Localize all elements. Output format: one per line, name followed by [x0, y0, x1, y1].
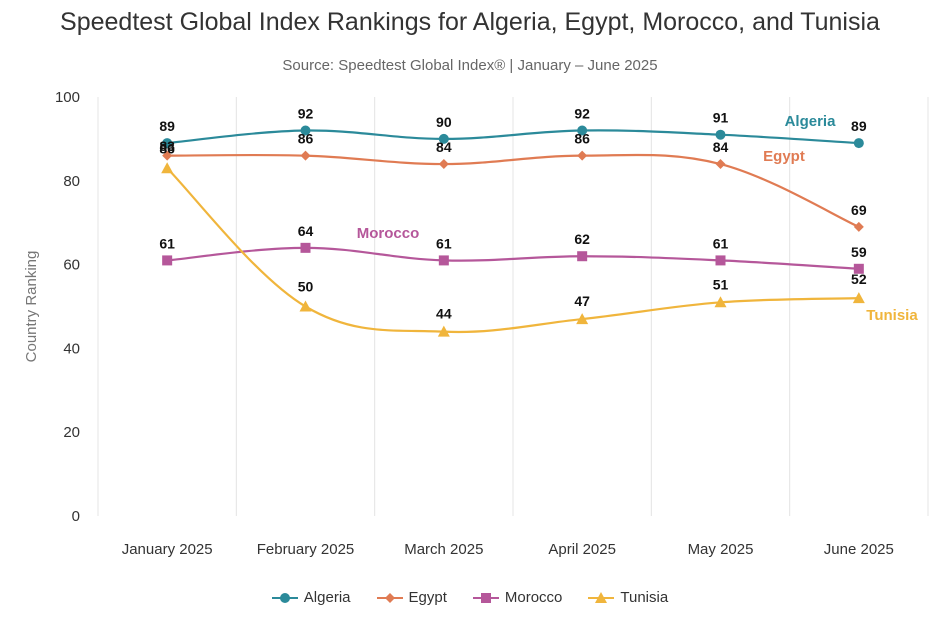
data-label-morocco: 61 [713, 235, 729, 251]
series-line-morocco [167, 246, 859, 270]
y-tick-label: 20 [63, 424, 80, 441]
data-point-egypt [715, 159, 726, 170]
data-label-morocco: 62 [574, 231, 590, 247]
data-label-egypt: 69 [851, 202, 867, 218]
data-point-algeria [853, 138, 864, 149]
data-label-morocco: 64 [298, 223, 314, 239]
data-point-algeria [438, 133, 449, 144]
y-tick-label: 80 [63, 173, 80, 190]
x-tick-label: May 2025 [688, 541, 754, 558]
data-label-algeria: 91 [713, 110, 729, 126]
data-point-algeria [577, 125, 588, 136]
data-label-egypt: 84 [713, 139, 729, 155]
data-point-morocco [715, 255, 726, 266]
data-label-algeria: 89 [851, 118, 867, 134]
data-label-morocco: 61 [159, 235, 175, 251]
legend-item-morocco[interactable]: Morocco [472, 589, 563, 606]
x-tick-label: April 2025 [548, 541, 616, 558]
data-point-egypt [162, 150, 173, 161]
data-label-tunisia: 44 [436, 306, 452, 322]
data-point-algeria [300, 125, 311, 136]
data-label-egypt: 86 [159, 141, 175, 157]
data-point-morocco [577, 251, 588, 262]
y-tick-label: 60 [63, 257, 80, 274]
data-point-algeria [162, 138, 173, 149]
y-tick-label: 40 [63, 340, 80, 357]
data-point-egypt [438, 159, 449, 170]
legend-item-tunisia[interactable]: Tunisia [588, 589, 668, 606]
series-annotation-egypt: Egypt [763, 148, 805, 165]
legend-item-egypt[interactable]: Egypt [376, 589, 447, 606]
data-point-tunisia [852, 292, 865, 304]
data-point-tunisia [714, 296, 727, 308]
data-label-algeria: 92 [298, 106, 314, 122]
legend-label: Algeria [303, 589, 351, 606]
x-tick-label: June 2025 [824, 541, 894, 558]
series-annotation-morocco: Morocco [357, 225, 420, 242]
data-point-tunisia [576, 313, 589, 325]
x-tick-label: January 2025 [122, 541, 213, 558]
data-label-tunisia: 50 [298, 279, 314, 295]
data-point-morocco [162, 255, 173, 266]
data-label-algeria: 90 [436, 114, 452, 130]
series-line-tunisia [166, 167, 859, 334]
legend-label: Egypt [408, 589, 447, 606]
data-point-tunisia [437, 325, 450, 337]
data-label-tunisia: 51 [713, 276, 729, 292]
data-point-morocco [438, 255, 449, 266]
legend-item-algeria[interactable]: Algeria [271, 589, 351, 606]
series-line-egypt [167, 153, 860, 228]
data-label-egypt: 84 [436, 139, 452, 155]
data-point-egypt [853, 221, 864, 232]
data-point-tunisia [161, 162, 174, 174]
x-tick-label: March 2025 [404, 541, 483, 558]
legend-marker-icon [472, 592, 499, 603]
data-point-egypt [300, 150, 311, 161]
data-point-morocco [853, 263, 864, 274]
series-annotation-tunisia: Tunisia [866, 307, 918, 324]
data-point-morocco [300, 242, 311, 253]
y-tick-label: 100 [55, 89, 80, 106]
data-point-algeria [715, 129, 726, 140]
data-point-tunisia [299, 300, 312, 312]
x-tick-label: February 2025 [257, 541, 355, 558]
series-line-algeria [167, 129, 859, 145]
chart-subtitle: Source: Speedtest Global Index® | Januar… [282, 57, 658, 74]
data-label-algeria: 92 [574, 106, 590, 122]
data-label-egypt: 86 [574, 131, 590, 147]
data-label-algeria: 89 [159, 118, 175, 134]
series-annotation-algeria: Algeria [785, 113, 837, 130]
legend-label: Morocco [504, 589, 563, 606]
data-label-egypt: 86 [298, 131, 314, 147]
chart-legend: Algeria Egypt Morocco Tunisia [0, 589, 940, 606]
data-label-tunisia: 83 [159, 138, 175, 154]
legend-marker-icon [588, 591, 615, 603]
chart-title: Speedtest Global Index Rankings for Alge… [60, 8, 880, 36]
data-label-morocco: 59 [851, 244, 867, 260]
legend-label: Tunisia [620, 589, 669, 606]
data-point-egypt [577, 150, 588, 161]
y-axis-title: Country Ranking [23, 251, 40, 363]
y-tick-label: 0 [72, 508, 80, 525]
legend-marker-icon [271, 592, 298, 603]
data-label-tunisia: 47 [574, 293, 590, 309]
data-label-tunisia: 52 [851, 271, 867, 287]
legend-marker-icon [376, 592, 403, 603]
data-label-morocco: 61 [436, 235, 452, 251]
